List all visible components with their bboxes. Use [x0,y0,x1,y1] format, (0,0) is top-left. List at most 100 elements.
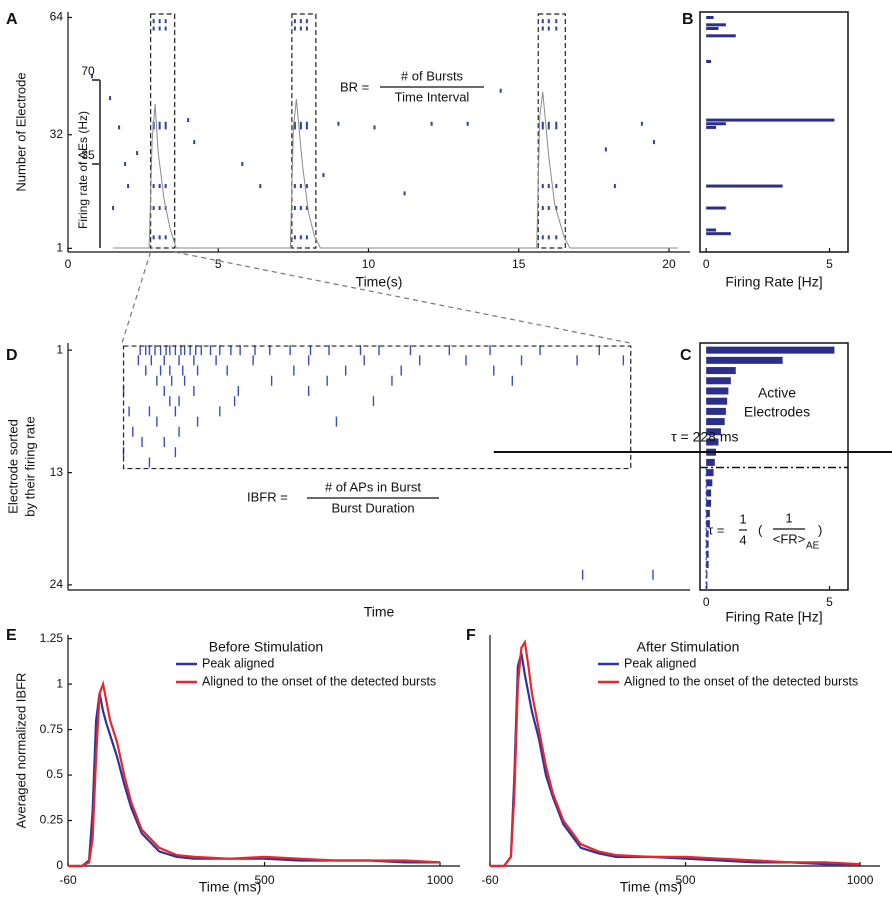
numerator: 1 [739,511,746,526]
numerator: # of APs in Burst [325,479,421,494]
panel-letter: E [6,627,17,644]
x-tick-label: 5 [826,595,833,609]
panel-letter: A [6,11,18,28]
bar [706,377,731,385]
bar [706,367,736,375]
bar [706,387,729,395]
bar [706,479,713,487]
bar [706,206,726,210]
formula-lhs: BR = [340,79,369,94]
bar [706,23,726,27]
x-tick-label: 500 [676,873,696,887]
plot-frame [699,342,849,591]
burst-window [537,13,566,249]
bar [706,571,708,579]
y-axis-label: Averaged normalized IBFR [13,673,28,829]
scale-bar-label: τ = 228 ms [671,429,738,445]
bar [706,397,728,405]
burst-window [122,345,632,470]
inset-axis-label: Firing rate of AEs (Hz) [76,111,90,229]
bar [706,469,714,477]
bar [706,228,717,232]
denominator: Time Interval [395,89,470,104]
bar [706,560,709,568]
x-axis-label: Firing Rate [Hz] [725,609,822,625]
formula-paren: ( [758,522,763,537]
bar [706,540,709,548]
formula-lhs: IBFR = [247,489,288,504]
bar [706,489,712,497]
x-axis-label: Time(s) [356,274,403,290]
x-axis-label: Firing Rate [Hz] [725,274,822,290]
line-series [490,639,861,868]
y-axis-label: Electrode sorted [5,419,20,514]
denominator: 4 [739,532,746,547]
numerator: 1 [785,510,792,525]
burst-window [291,13,317,249]
x-tick-label: 0 [703,257,710,271]
formula-paren: ) [818,522,822,537]
y-tick-label: 1.25 [40,631,64,645]
y-tick-label: 1 [56,676,63,690]
panel-letter: B [682,11,694,28]
x-tick-label: 5 [826,257,833,271]
x-tick-label: -60 [481,873,499,887]
chart-title: After Stimulation [637,639,740,655]
x-tick-label: -60 [59,873,77,887]
panel-letter: C [680,347,692,364]
x-tick-label: 0 [703,595,710,609]
bar [706,428,721,436]
x-axis-label: Time [364,604,395,620]
bar [706,59,712,63]
bar [706,520,710,528]
x-axis-label: Time (ms) [199,879,261,895]
legend-label: Aligned to the onset of the detected bur… [202,674,436,688]
formula-sub: AE [806,541,820,552]
bar [706,407,726,415]
bar [706,125,717,129]
x-tick-label: 0 [65,257,72,271]
denominator: <FR> [773,531,806,546]
bar [706,118,835,122]
y-axis-label: by their firing rate [22,416,37,516]
legend-label: Peak aligned [202,656,274,670]
bar [706,122,726,126]
plot-frame [699,11,849,253]
legend-label: Aligned to the onset of the detected bur… [624,674,858,688]
bar [706,184,783,188]
bar [706,232,731,236]
inset-tick-label: 70 [81,64,95,78]
y-tick-label: 1 [56,241,63,255]
legend-label: Peak aligned [624,656,696,670]
annotation: Active [758,385,796,401]
y-tick-label: 13 [50,465,64,479]
panel-letter: F [466,627,476,644]
bar [706,509,710,517]
x-tick-label: 1000 [427,873,454,887]
bar [706,356,783,364]
denominator: Burst Duration [331,500,414,515]
zoom-guide [174,251,631,344]
y-tick-label: 0.25 [40,813,64,827]
bar [706,26,719,30]
x-tick-label: 5 [215,257,222,271]
annotation: Electrodes [744,404,810,420]
burst-window [150,13,176,249]
bar [706,438,719,446]
numerator: # of Bursts [401,68,464,83]
bar [706,530,709,538]
y-tick-label: 32 [50,127,64,141]
y-tick-label: 0 [56,858,63,872]
y-tick-label: 0.5 [46,767,63,781]
x-tick-label: 20 [662,257,676,271]
y-tick-label: 64 [50,10,64,24]
panel-letter: D [6,347,18,364]
x-tick-label: 15 [512,257,526,271]
x-tick-label: 10 [362,257,376,271]
rate-trace [113,91,678,249]
zoom-guide [121,251,152,344]
y-axis-label: Number of Electrode [13,72,28,191]
y-tick-label: 0.75 [40,722,64,736]
bar [706,458,715,466]
line-series [68,680,441,868]
